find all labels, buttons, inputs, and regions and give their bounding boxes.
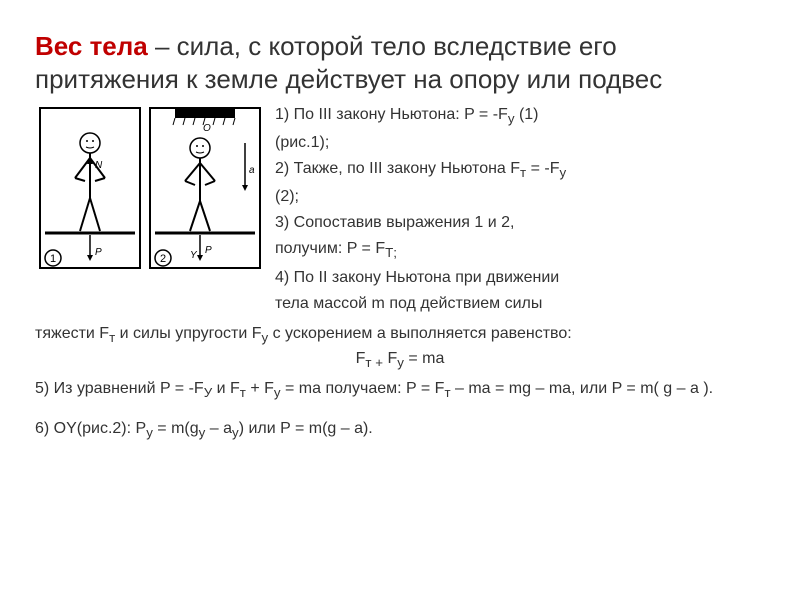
svg-text:a: a [249,165,255,176]
center-equation: Fт + Fу = ma [35,350,765,370]
svg-text:P: P [95,247,102,258]
item-3b: получим: P = FТ; [275,237,765,263]
svg-text:2: 2 [160,253,166,265]
title-strong: Вес тела [35,31,148,61]
item-6: 6) OY(рис.2): Pу = m(gу – aу) или P = m(… [35,417,765,444]
item-2: 2) Также, по III закону Ньютона Fт = -Fу [275,157,765,183]
item-3: 3) Сопоставив выражения 1 и 2, [275,211,765,235]
svg-text:P: P [205,245,212,256]
diagram-svg: N P 1 [35,103,265,283]
content-row: N P 1 [35,103,765,318]
svg-text:N: N [95,160,103,171]
slide-title: Вес тела – сила, с которой тело вследств… [35,30,765,95]
numbered-list: 1) По III закону Ньютона: P = -Fу (1) (р… [275,103,765,318]
svg-text:O: O [203,123,211,134]
figure: N P 1 [35,103,265,283]
item-5: 5) Из уравнений P = -FУ и Fт + Fу = ma п… [35,377,765,404]
item-2b: (2); [275,185,765,209]
item-4b: тела массой m под действием силы [275,292,765,316]
line-gravity: тяжести Fт и силы упругости Fу с ускорен… [35,322,765,349]
svg-text:1: 1 [50,253,56,265]
item-4: 4) По II закону Ньютона при движении [275,266,765,290]
item-1: 1) По III закону Ньютона: P = -Fу (1) [275,103,765,129]
item-1b: (рис.1); [275,131,765,155]
